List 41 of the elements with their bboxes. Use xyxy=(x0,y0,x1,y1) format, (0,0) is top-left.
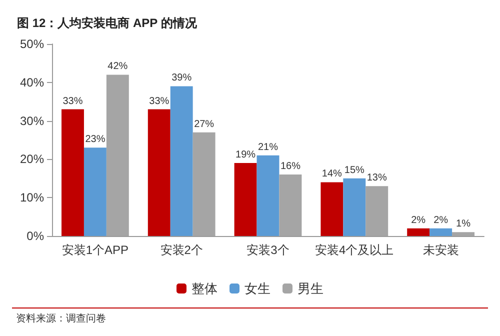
data-label: 33% xyxy=(62,96,83,107)
data-label: 42% xyxy=(108,61,128,72)
x-tick-label: 安装2个 xyxy=(160,243,203,257)
legend-label: 女生 xyxy=(244,281,270,296)
data-label: 21% xyxy=(258,142,278,153)
data-label: 15% xyxy=(344,164,365,176)
y-tick-label: 40% xyxy=(20,75,44,90)
bar xyxy=(170,86,193,236)
data-label: 13% xyxy=(366,172,387,184)
data-label: 23% xyxy=(85,134,106,146)
data-label: 27% xyxy=(194,118,214,130)
data-label: 33% xyxy=(149,96,170,107)
bar xyxy=(430,228,452,236)
bar xyxy=(234,163,257,236)
y-tick-label: 10% xyxy=(20,190,44,205)
data-label: 14% xyxy=(322,168,342,180)
bar xyxy=(407,228,430,236)
y-tick-label: 20% xyxy=(20,152,44,166)
bar xyxy=(62,109,84,236)
chart-title: 图 12：人均安装电商 APP 的情况 xyxy=(17,16,198,30)
legend-label: 整体 xyxy=(192,281,218,296)
legend-label: 男生 xyxy=(298,281,324,296)
text: 资料来源：调查问卷 xyxy=(16,312,106,324)
x-tick-label: 安装3个 xyxy=(246,243,290,257)
y-tick-label: 0% xyxy=(26,229,44,243)
data-label: 2% xyxy=(434,214,448,226)
bar xyxy=(84,148,106,236)
bar xyxy=(343,178,366,236)
bar xyxy=(256,155,280,236)
data-label: 19% xyxy=(236,150,256,161)
bar xyxy=(148,109,170,236)
bar xyxy=(320,182,344,236)
data-label: 2% xyxy=(411,214,426,226)
x-tick-label: 安装4个及以上 xyxy=(315,243,394,257)
y-tick-label: 30% xyxy=(20,114,44,128)
x-tick-label: 安装1个APP xyxy=(62,243,129,257)
data-label: 16% xyxy=(280,161,301,172)
data-label: 39% xyxy=(172,72,192,84)
data-label: 1% xyxy=(456,218,471,230)
y-tick-label: 50% xyxy=(20,37,44,51)
x-tick-label: 未安装 xyxy=(422,243,459,257)
